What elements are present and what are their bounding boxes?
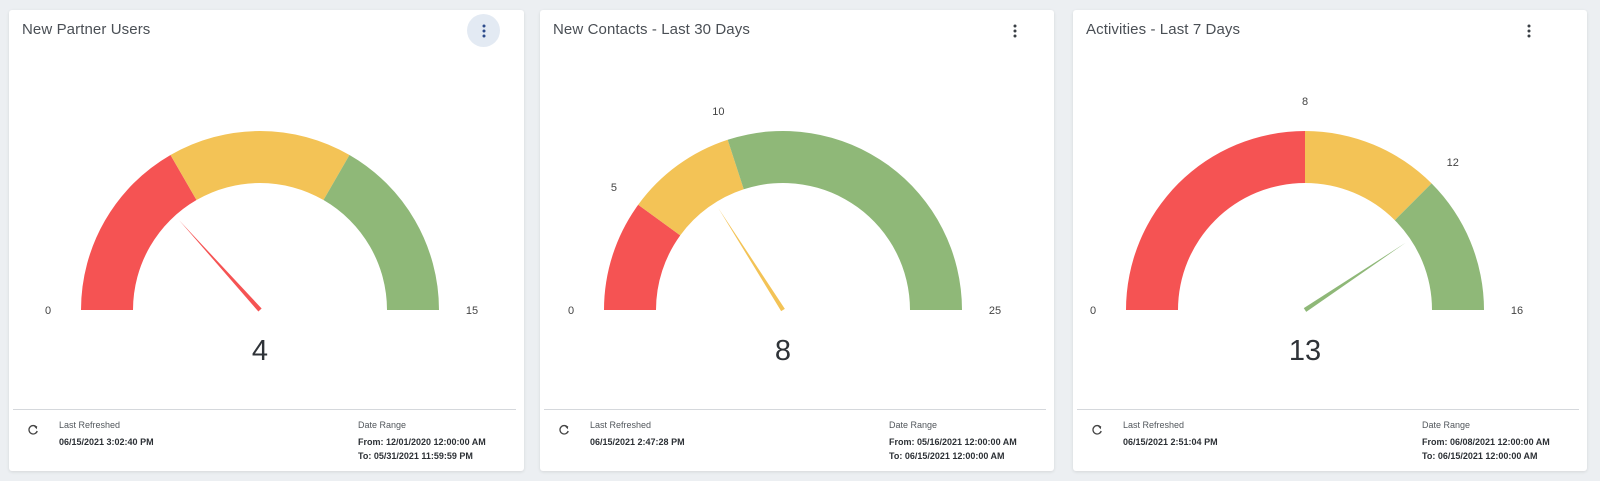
gauge-tick-label: 0 [568, 305, 574, 317]
gauge-card: New Partner Users 0 15 4 Last Refreshed 0… [9, 10, 524, 471]
gauge-band-yellow [638, 139, 744, 236]
gauge-tick-label: 25 [989, 305, 1001, 317]
gauge-tick-label: 5 [611, 182, 617, 194]
gauge-tick-label: 8 [1302, 96, 1308, 108]
gauge-needle [179, 220, 262, 312]
gauge-tick-label: 12 [1447, 157, 1459, 169]
last-refreshed-label: Last Refreshed [59, 420, 121, 430]
gauge-band-green [1394, 183, 1484, 310]
date-range-label: Date Range [1422, 420, 1471, 430]
date-range-to: To: 06/15/2021 12:00:00 AM [889, 451, 1005, 461]
date-range-to: To: 05/31/2021 11:59:59 PM [358, 451, 473, 461]
gauge-tick-label: 16 [1511, 305, 1523, 317]
date-range-from: From: 05/16/2021 12:00:00 AM [889, 437, 1017, 447]
last-refreshed-value: 06/15/2021 2:51:04 PM [1123, 437, 1218, 447]
last-refreshed-value: 06/15/2021 2:47:28 PM [590, 437, 685, 447]
date-range-from: From: 12/01/2020 12:00:00 AM [358, 437, 486, 447]
divider [13, 409, 516, 410]
gauge-value: 8 [774, 335, 792, 367]
more-vert-icon[interactable] [1512, 14, 1545, 47]
date-range-label: Date Range [889, 420, 938, 430]
gauge-band-red [1126, 131, 1305, 310]
more-vert-icon[interactable] [467, 14, 500, 47]
gauge-band-green [323, 154, 439, 310]
gauge-value: 4 [251, 335, 269, 367]
gauge-band-yellow [1305, 131, 1432, 221]
gauge-tick-label: 0 [1090, 305, 1096, 317]
refresh-icon[interactable] [27, 424, 39, 436]
gauge-band-red [81, 154, 197, 310]
gauge-value: 13 [1288, 335, 1322, 367]
gauge-band-red [604, 204, 681, 310]
date-range-to: To: 06/15/2021 12:00:00 AM [1422, 451, 1538, 461]
gauge-chart: 0 5 10 25 [568, 106, 1001, 317]
gauge-needle [1303, 242, 1406, 312]
divider [1077, 409, 1579, 410]
card-title: New Contacts - Last 30 Days [553, 21, 750, 38]
gauge-tick-label: 10 [712, 106, 724, 118]
gauge-band-yellow [170, 130, 350, 201]
card-title: Activities - Last 7 Days [1086, 21, 1241, 38]
date-range-from: From: 06/08/2021 12:00:00 AM [1422, 437, 1550, 447]
gauge-tick-label: 0 [45, 305, 51, 317]
date-range-label: Date Range [358, 420, 407, 430]
gauge-chart: 0 8 12 16 [1090, 96, 1523, 317]
gauge-card: Activities - Last 7 Days 0 8 12 16 13 Last … [1073, 10, 1587, 471]
divider [544, 409, 1046, 410]
last-refreshed-label: Last Refreshed [590, 420, 652, 430]
gauge-needle [718, 207, 785, 312]
more-vert-icon[interactable] [998, 14, 1031, 47]
gauge-tick-label: 15 [466, 305, 478, 317]
refresh-icon[interactable] [1091, 424, 1103, 436]
gauge-band-green [727, 131, 962, 310]
gauge-chart: 0 15 [45, 130, 478, 317]
card-title: New Partner Users [22, 21, 151, 38]
refresh-icon[interactable] [558, 424, 570, 436]
last-refreshed-label: Last Refreshed [1123, 420, 1185, 430]
gauge-card: New Contacts - Last 30 Days 0 5 10 25 8 Las… [540, 10, 1054, 471]
last-refreshed-value: 06/15/2021 3:02:40 PM [59, 437, 154, 447]
